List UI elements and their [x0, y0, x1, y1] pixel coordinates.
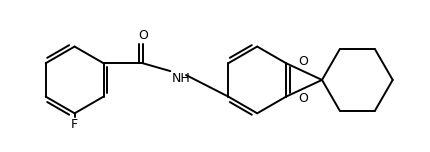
Text: F: F — [71, 118, 78, 131]
Text: O: O — [138, 29, 148, 42]
Text: O: O — [298, 55, 308, 68]
Text: O: O — [298, 92, 308, 105]
Text: NH: NH — [171, 72, 190, 85]
